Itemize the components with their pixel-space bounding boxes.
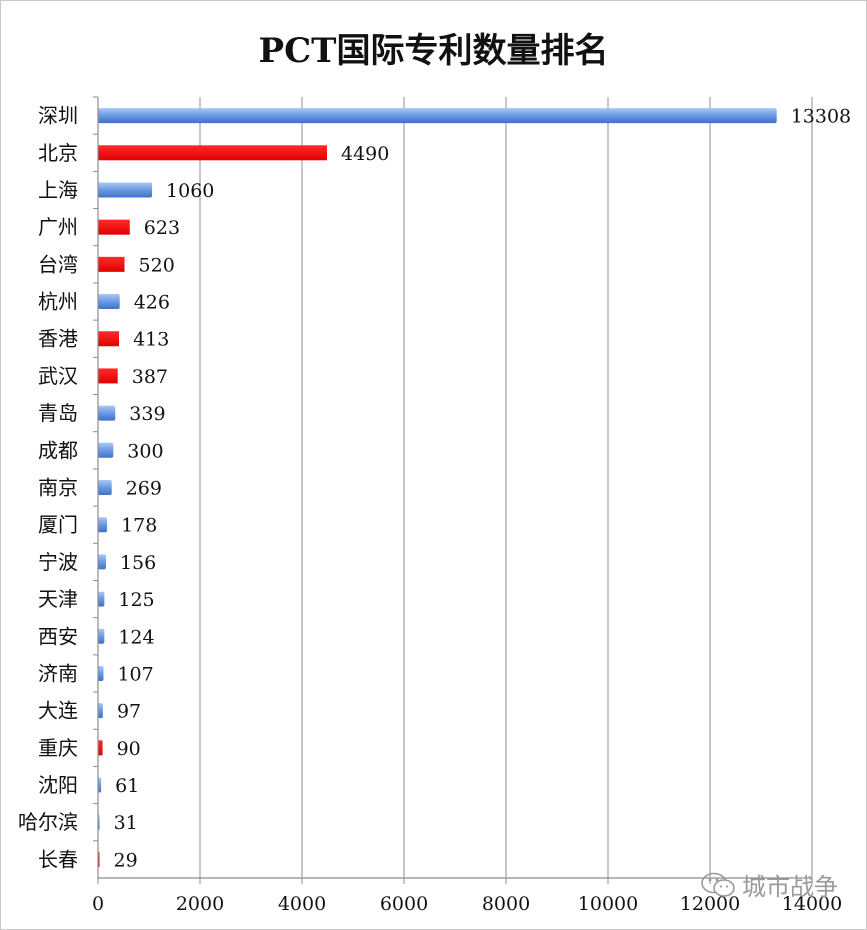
bar-南京	[98, 480, 112, 495]
bars	[98, 108, 777, 867]
bar-杭州	[98, 294, 120, 310]
grid-lines	[199, 97, 813, 878]
category-label: 成都	[38, 438, 78, 462]
value-label: 4490	[341, 143, 389, 165]
value-label: 178	[121, 515, 157, 537]
x-tick-label: 4000	[278, 893, 326, 915]
value-label: 269	[126, 478, 162, 500]
x-tick-label: 12000	[680, 893, 740, 915]
value-label: 97	[117, 701, 141, 723]
value-label: 125	[118, 589, 154, 611]
category-label: 西安	[38, 624, 78, 648]
category-label: 长春	[38, 847, 78, 871]
category-label: 青岛	[38, 401, 78, 425]
x-tick-label: 10000	[578, 893, 638, 915]
x-tick-label: 0	[92, 893, 104, 915]
bar-长春	[98, 851, 100, 867]
category-label: 哈尔滨	[18, 810, 78, 834]
value-label: 90	[117, 738, 141, 760]
category-label: 天津	[38, 587, 78, 611]
bar-宁波	[98, 554, 106, 570]
chart-title: PCT国际专利数量排名	[258, 31, 609, 71]
category-label: 南京	[38, 476, 78, 500]
bar-厦门	[98, 517, 108, 533]
bar-西安	[98, 628, 105, 644]
value-label: 124	[118, 626, 154, 648]
bar-上海	[98, 182, 153, 198]
bar-大连	[98, 703, 103, 719]
category-label: 大连	[38, 699, 78, 723]
value-label: 623	[144, 217, 180, 239]
value-label: 520	[139, 254, 175, 276]
bar-天津	[98, 591, 105, 607]
value-label: 339	[129, 403, 165, 425]
category-label: 宁波	[38, 550, 78, 574]
category-label: 深圳	[38, 104, 78, 128]
value-label: 13308	[791, 106, 851, 128]
bar-济南	[98, 665, 104, 681]
category-label: 武汉	[38, 364, 78, 388]
value-label: 300	[127, 440, 163, 462]
x-tick-label: 2000	[176, 893, 224, 915]
category-label: 台湾	[38, 252, 78, 276]
value-label: 156	[120, 552, 156, 574]
labels: 深圳 13308 北京 4490 上海 1060 广州 623 台湾 520 杭州 426 香港 413 武…	[18, 104, 851, 872]
bar-沈阳	[98, 777, 102, 793]
bar-台湾	[98, 256, 125, 272]
bar-成都	[98, 442, 114, 458]
category-label: 杭州	[38, 290, 78, 314]
category-label: 重庆	[38, 736, 78, 760]
value-label: 107	[117, 663, 153, 685]
bar-广州	[98, 219, 130, 235]
x-tick-label: 8000	[482, 893, 530, 915]
category-label: 上海	[38, 178, 78, 202]
category-label: 广州	[38, 215, 78, 239]
value-label: 1060	[166, 180, 214, 202]
bar-武汉	[98, 368, 118, 384]
bar-香港	[98, 331, 120, 347]
value-label: 29	[114, 849, 138, 871]
bar-青岛	[98, 405, 116, 421]
value-label: 61	[115, 775, 139, 797]
category-label: 济南	[38, 661, 78, 685]
bar-重庆	[98, 740, 103, 756]
category-label: 沈阳	[38, 773, 78, 797]
value-label: 426	[134, 292, 170, 314]
bar-北京	[98, 145, 327, 161]
bar-深圳	[98, 108, 777, 124]
category-label: 香港	[38, 327, 78, 351]
category-label: 北京	[38, 141, 78, 165]
x-tick-label: 6000	[380, 893, 428, 915]
category-label: 厦门	[38, 513, 78, 537]
value-label: 413	[133, 329, 169, 351]
value-label: 387	[132, 366, 168, 388]
axes: 0 2000 4000 6000 8000 10000 12000 14000	[92, 96, 842, 915]
x-tick-label: 14000	[782, 893, 842, 915]
value-label: 31	[114, 812, 138, 834]
